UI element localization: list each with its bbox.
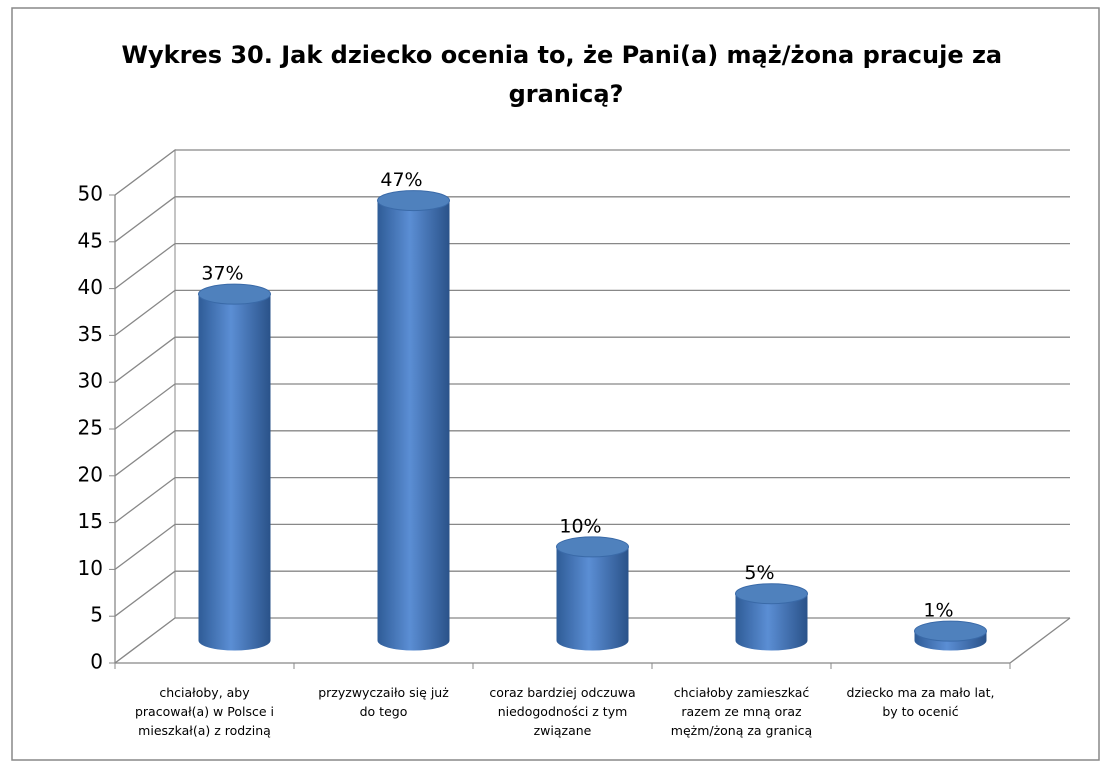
- chart-border: [11, 7, 1100, 761]
- y-tick-label: 25: [78, 416, 103, 440]
- grid-line: [114, 149, 1070, 196]
- bar-body: [556, 546, 629, 651]
- bar-top: [914, 620, 987, 642]
- bar: [198, 283, 271, 651]
- grid-line: [114, 336, 1070, 383]
- y-tick-label: 45: [78, 228, 103, 252]
- bar-body: [198, 294, 271, 651]
- bar-top: [556, 536, 629, 558]
- bar-body: [377, 200, 450, 651]
- y-tick-label: 10: [78, 556, 103, 580]
- grid-line: [114, 476, 1070, 524]
- bar: [377, 190, 450, 651]
- x-tick-label: coraz bardziej odczuwa niedogodności z t…: [489, 685, 636, 738]
- grid-line: [114, 430, 1070, 477]
- y-tick-label: 30: [78, 369, 103, 393]
- bar-top: [377, 190, 450, 212]
- bar-top: [198, 283, 271, 305]
- grid-line: [114, 383, 1070, 430]
- x-tick-label: przyzwyczaiło się już do tego: [318, 685, 449, 719]
- grid-line: [114, 196, 1070, 243]
- x-tick-label: chciałoby, aby pracował(a) w Polsce i mi…: [134, 685, 274, 738]
- bar: [556, 536, 629, 651]
- value-label: 47%: [380, 169, 422, 191]
- grid-line: [114, 242, 1070, 290]
- grid-line: [114, 289, 1070, 336]
- y-tick-label: 35: [78, 322, 103, 346]
- y-tick-label: 20: [78, 462, 103, 486]
- bar-body: [735, 593, 808, 651]
- value-label: 1%: [923, 600, 953, 622]
- grid-line: [114, 570, 1070, 617]
- y-tick-label: 15: [78, 509, 103, 533]
- title-line: granicą?: [509, 80, 624, 108]
- x-tick-label: chciałoby zamieszkać razem ze mną oraz m…: [670, 685, 813, 738]
- grid-line: [114, 523, 1070, 570]
- bar: [735, 583, 808, 651]
- y-tick-label: 40: [78, 275, 103, 299]
- y-tick-label: 5: [90, 603, 103, 627]
- y-tick-label: 0: [90, 650, 103, 674]
- chart-title: Wykres 30. Jak dziecko ocenia to, że Pan…: [122, 41, 1011, 108]
- value-label: 5%: [744, 562, 774, 584]
- value-label: 10%: [559, 515, 601, 537]
- value-label: 37%: [201, 263, 243, 285]
- x-tick-label: dziecko ma za mało lat, by to ocenić: [846, 685, 995, 719]
- bar-top: [735, 583, 808, 605]
- bar: [914, 620, 987, 651]
- y-tick-label: 50: [78, 182, 103, 206]
- title-line: Wykres 30. Jak dziecko ocenia to, że Pan…: [122, 41, 1003, 69]
